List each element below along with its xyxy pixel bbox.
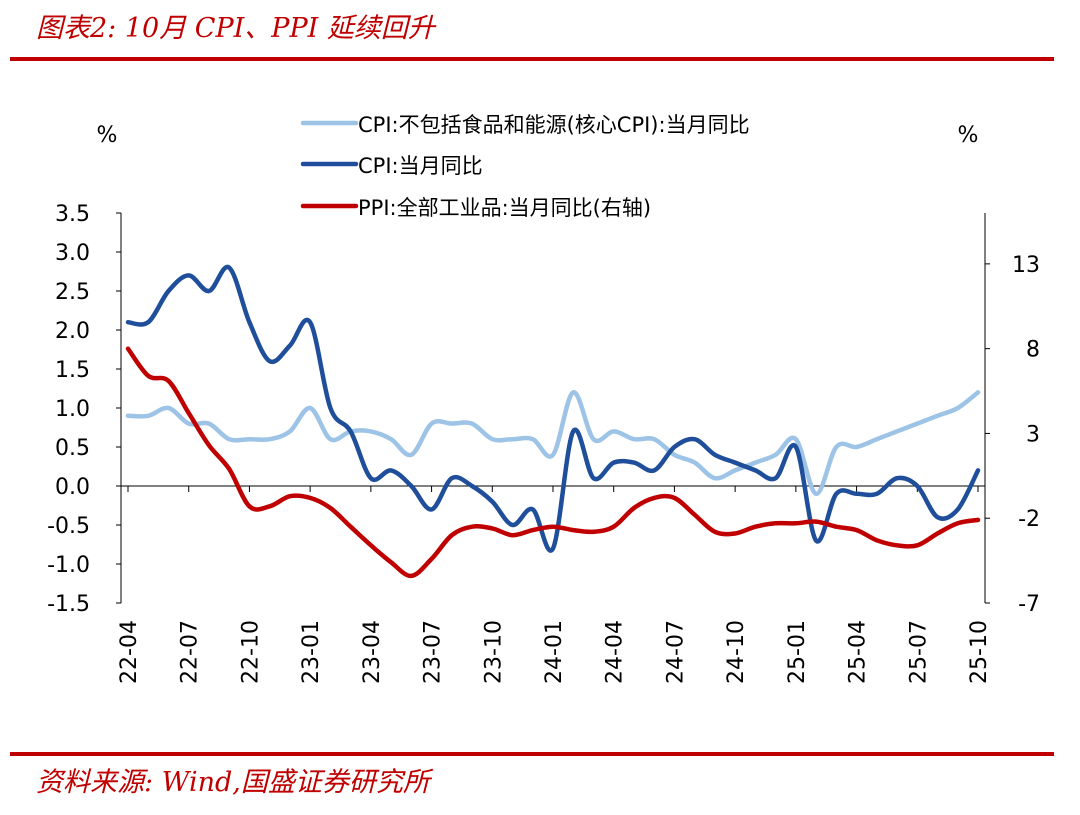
right-tick-label: 8	[1026, 338, 1040, 363]
x-tick-label: 22-07	[178, 620, 203, 684]
x-tick-label: 25-07	[906, 620, 931, 684]
left-tick-label: -1.0	[47, 553, 90, 578]
axes: -1.5 -1.0 -0.5 0.0 0.5 1.0 1.5 2.0 2.5 3.0 3.5 -7 -2…	[47, 202, 1040, 684]
figure-title: 图表2: 10月 CPI、PPI 延续回升	[36, 13, 435, 44]
x-tick-label: 24-01	[542, 620, 567, 684]
left-tick-label: 3.0	[55, 241, 90, 266]
legend-label-0: CPI:不包括食品和能源(核心CPI):当月同比	[358, 113, 750, 137]
x-tick-label: 22-10	[238, 620, 263, 684]
left-tick-label: 1.0	[55, 397, 90, 422]
left-axis-unit: %	[97, 123, 118, 148]
left-tick-label: 2.0	[55, 319, 90, 344]
series-line-2	[125, 346, 981, 579]
x-tick-label: 24-07	[663, 620, 688, 684]
x-tick-label: 22-04	[117, 620, 142, 684]
series-line-0	[125, 390, 981, 497]
chart: CPI:不包括食品和能源(核心CPI):当月同比 CPI:当月同比 PPI:全部工业…	[47, 113, 1040, 684]
left-tick-label: 3.5	[55, 202, 90, 227]
legend: CPI:不包括食品和能源(核心CPI):当月同比 CPI:当月同比 PPI:全部工业…	[300, 113, 750, 220]
x-tick-label: 23-07	[421, 620, 446, 684]
source-note: 资料来源: Wind,国盛证券研究所	[36, 767, 430, 798]
x-tick-label: 23-10	[481, 620, 506, 684]
left-tick-label: -0.5	[47, 514, 90, 539]
x-tick-label: 24-04	[603, 620, 628, 684]
legend-label-2: PPI:全部工业品:当月同比(右轴)	[358, 196, 651, 220]
left-tick-label: 2.5	[55, 280, 90, 305]
legend-label-1: CPI:当月同比	[358, 154, 483, 178]
x-tick-label: 23-04	[360, 620, 385, 684]
left-tick-label: 0.0	[55, 475, 90, 500]
series-line-1	[125, 264, 981, 553]
x-tick-label: 24-10	[724, 620, 749, 684]
right-tick-label: -7	[1018, 592, 1040, 617]
x-tick-label: 25-04	[846, 620, 871, 684]
right-tick-label: -2	[1018, 507, 1040, 532]
series-layer	[125, 264, 981, 579]
right-tick-label: 13	[1012, 253, 1040, 278]
x-tick-label: 23-01	[299, 620, 324, 684]
top-divider	[10, 57, 1054, 61]
right-tick-label: 3	[1026, 422, 1040, 447]
left-tick-label: 0.5	[55, 436, 90, 461]
left-tick-label: 1.5	[55, 358, 90, 383]
bottom-divider	[10, 752, 1054, 756]
left-tick-label: -1.5	[47, 592, 90, 617]
x-tick-label: 25-01	[785, 620, 810, 684]
right-axis-unit: %	[958, 123, 979, 148]
x-tick-label: 25-10	[967, 620, 992, 684]
